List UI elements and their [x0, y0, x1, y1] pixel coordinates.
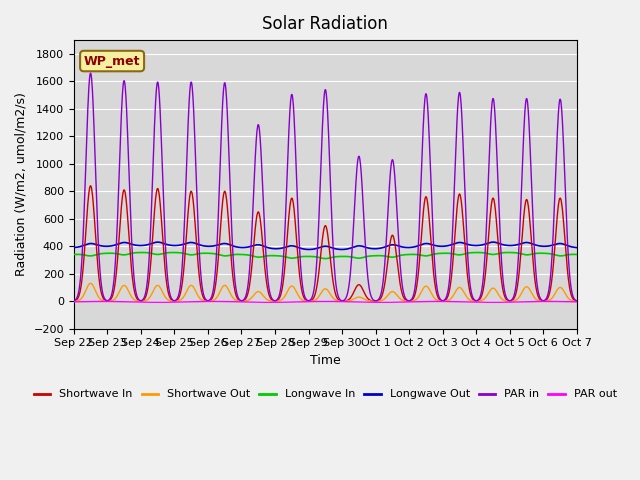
Legend: Shortwave In, Shortwave Out, Longwave In, Longwave Out, PAR in, PAR out: Shortwave In, Shortwave Out, Longwave In… — [29, 385, 621, 404]
Title: Solar Radiation: Solar Radiation — [262, 15, 388, 33]
X-axis label: Time: Time — [310, 354, 340, 367]
Text: WP_met: WP_met — [84, 55, 140, 68]
Y-axis label: Radiation (W/m2, umol/m2/s): Radiation (W/m2, umol/m2/s) — [15, 93, 28, 276]
